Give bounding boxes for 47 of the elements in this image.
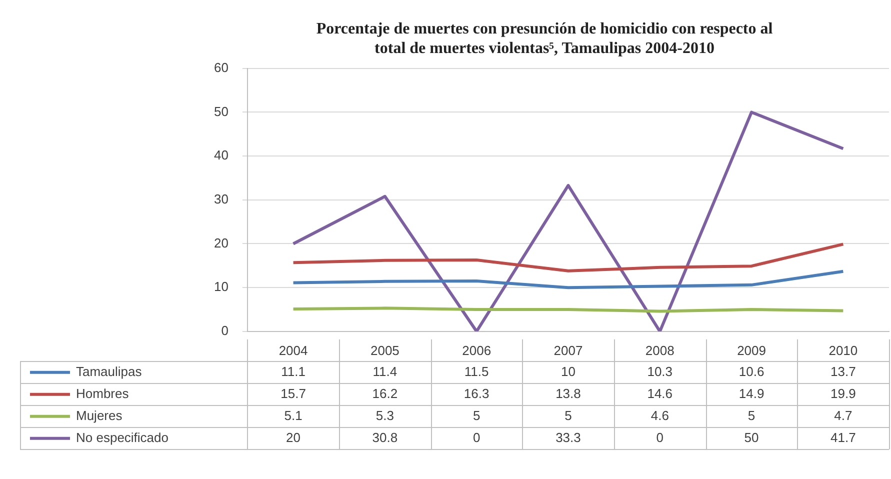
data-label: 5 xyxy=(748,408,756,423)
y-tick-label: 60 xyxy=(214,60,228,75)
data-label: 13.8 xyxy=(556,386,581,401)
data-label: 0 xyxy=(472,430,480,445)
data-label: 15.7 xyxy=(280,386,306,401)
legend-label: Hombres xyxy=(76,386,130,401)
data-label: 4.6 xyxy=(650,408,669,423)
x-tick-label: 2005 xyxy=(370,342,400,358)
data-label: 10.6 xyxy=(738,364,764,379)
data-label: 11.1 xyxy=(281,364,306,379)
y-tick-label: 20 xyxy=(214,235,228,250)
y-tick-label: 0 xyxy=(221,322,228,338)
data-label: 13.7 xyxy=(830,364,856,379)
data-label: 0 xyxy=(656,430,664,445)
data-label: 5 xyxy=(472,408,480,423)
y-tick-label: 50 xyxy=(214,104,228,119)
data-label: 11.5 xyxy=(464,364,489,379)
data-label: 4.7 xyxy=(834,408,852,423)
legend-label: Mujeres xyxy=(76,408,123,423)
data-label: 11.4 xyxy=(372,364,398,379)
x-tick-label: 2006 xyxy=(462,342,492,358)
legend-label: Tamaulipas xyxy=(76,364,142,379)
data-label: 5.1 xyxy=(284,408,302,423)
data-label: 33.3 xyxy=(556,430,581,445)
legend-label: No especificado xyxy=(76,430,168,445)
data-label: 10 xyxy=(560,364,576,379)
data-label: 5.3 xyxy=(376,408,394,423)
data-label: 50 xyxy=(744,430,759,445)
data-label: 14.6 xyxy=(647,386,673,401)
data-label: 10.3 xyxy=(647,364,673,379)
data-label: 20 xyxy=(286,430,301,445)
x-tick-label: 2008 xyxy=(645,342,674,358)
data-label: 5 xyxy=(564,408,572,423)
y-tick-label: 30 xyxy=(214,191,228,206)
data-label: 19.9 xyxy=(830,386,856,401)
x-tick-label: 2009 xyxy=(737,342,766,358)
chart-title: Porcentaje de muertes con presunción de homicidio con respecto al total de muertes violentas⁵, Tamaulipas 2004-2010 xyxy=(316,20,774,57)
data-label: 41.7 xyxy=(830,430,856,445)
x-tick-label: 2010 xyxy=(828,342,858,358)
x-tick-label: 2007 xyxy=(554,342,583,358)
y-tick-label: 40 xyxy=(214,148,228,163)
data-label: 14.9 xyxy=(738,386,764,401)
data-label: 16.2 xyxy=(372,386,398,401)
data-label: 30.8 xyxy=(372,430,398,445)
x-tick-label: 2004 xyxy=(278,342,308,358)
data-label: 16.3 xyxy=(464,386,490,401)
y-tick-label: 10 xyxy=(214,279,228,294)
